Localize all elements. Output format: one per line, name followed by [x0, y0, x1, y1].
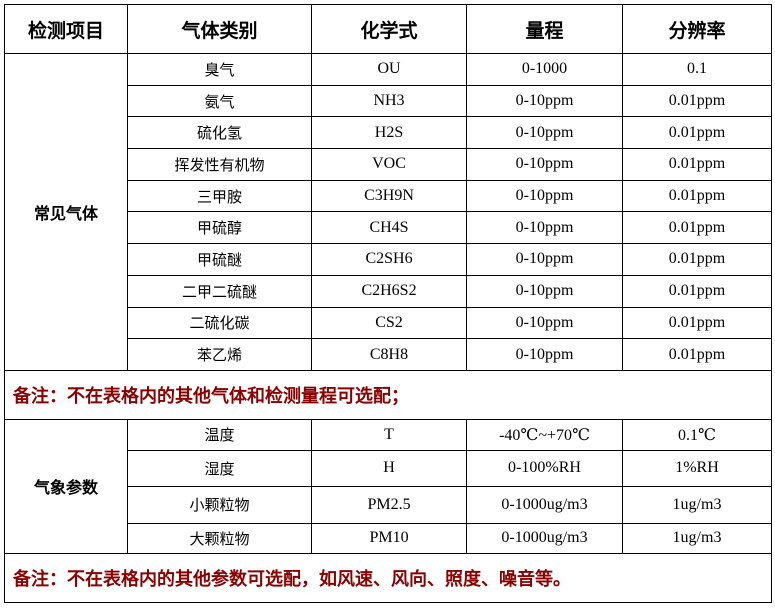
table-row: 大颗粒物 PM10 0-1000ug/m3 1ug/m3	[5, 522, 772, 554]
note-row: 备注：不在表格内的其他气体和检测量程可选配；	[4, 369, 772, 420]
resolution-cell: 1ug/m3	[622, 485, 772, 524]
resolution-cell: 0.01ppm	[622, 243, 772, 276]
resolution-cell: 1ug/m3	[622, 522, 772, 554]
range-cell: 0-10ppm	[466, 338, 623, 371]
range-cell: 0-10ppm	[466, 243, 623, 276]
gas-type-cell: 二硫化碳	[127, 306, 312, 340]
range-cell: 0-10ppm	[466, 179, 623, 213]
spec-table: 检测项目 气体类别 化学式 量程 分辨率 常见气体 臭气 OU 0-1000 0.1 氨气…	[4, 4, 772, 603]
range-cell: 0-10ppm	[466, 306, 623, 340]
category-cell: 常见气体	[4, 53, 128, 371]
resolution-cell: 0.01ppm	[622, 338, 772, 371]
gas-type-cell: 氨气	[127, 84, 312, 118]
formula-cell: C8H8	[311, 338, 467, 371]
range-cell: -40℃~+70℃	[466, 418, 623, 451]
formula-cell: T	[311, 418, 467, 451]
formula-cell: C3H9N	[311, 179, 467, 213]
gas-type-cell: 臭气	[127, 53, 312, 86]
table-row: 气象参数 温度 T -40℃~+70℃ 0.1℃	[4, 418, 772, 554]
formula-cell: CS2	[311, 306, 467, 340]
formula-cell: OU	[311, 53, 467, 86]
formula-cell: PM2.5	[311, 485, 467, 524]
table-row: 甲硫醚 C2SH6 0-10ppm 0.01ppm	[5, 243, 772, 276]
table-row: 小颗粒物 PM2.5 0-1000ug/m3 1ug/m3	[5, 485, 772, 524]
header-cell: 量程	[466, 4, 623, 54]
gas-type-cell: 大颗粒物	[127, 522, 312, 554]
resolution-cell: 0.01ppm	[622, 274, 772, 308]
resolution-cell: 0.01ppm	[622, 84, 772, 118]
formula-cell: C2H6S2	[311, 274, 467, 308]
table-row: 二硫化碳 CS2 0-10ppm 0.01ppm	[5, 306, 772, 340]
resolution-cell: 0.01ppm	[622, 148, 772, 181]
resolution-cell: 0.01ppm	[622, 306, 772, 340]
table-row: 挥发性有机物 VOC 0-10ppm 0.01ppm	[5, 148, 772, 181]
table-row: 常见气体 臭气 OU 0-1000 0.1	[4, 53, 772, 371]
table-row: 氨气 NH3 0-10ppm 0.01ppm	[5, 84, 772, 118]
resolution-cell: 0.01ppm	[622, 116, 772, 150]
header-cell: 分辨率	[622, 4, 772, 54]
formula-cell: C2SH6	[311, 243, 467, 276]
gas-type-cell: 小颗粒物	[127, 485, 312, 524]
gas-type-cell: 甲硫醇	[127, 211, 312, 245]
formula-cell: CH4S	[311, 211, 467, 245]
range-cell: 0-10ppm	[466, 211, 623, 245]
formula-cell: H2S	[311, 116, 467, 150]
formula-cell: NH3	[311, 84, 467, 118]
range-cell: 0-10ppm	[466, 84, 623, 118]
range-cell: 0-1000	[466, 53, 623, 86]
formula-cell: PM10	[311, 522, 467, 554]
header-cell: 气体类别	[127, 4, 312, 54]
gas-type-cell: 温度	[127, 418, 312, 451]
resolution-cell: 0.01ppm	[622, 179, 772, 213]
table-row: 二甲二硫醚 C2H6S2 0-10ppm 0.01ppm	[5, 274, 772, 308]
category-cell: 气象参数	[4, 418, 128, 554]
range-cell: 0-10ppm	[466, 148, 623, 181]
formula-cell: VOC	[311, 148, 467, 181]
range-cell: 0-1000ug/m3	[466, 522, 623, 554]
gas-type-cell: 挥发性有机物	[127, 148, 312, 181]
range-cell: 0-100%RH	[466, 449, 623, 487]
resolution-cell: 0.1℃	[622, 418, 772, 451]
gas-type-cell: 苯乙烯	[127, 338, 312, 371]
range-cell: 0-10ppm	[466, 274, 623, 308]
gas-type-cell: 二甲二硫醚	[127, 274, 312, 308]
formula-cell: H	[311, 449, 467, 487]
table-row: 甲硫醇 CH4S 0-10ppm 0.01ppm	[5, 211, 772, 245]
gas-type-cell: 硫化氢	[127, 116, 312, 150]
note-text: 备注：不在表格内的其他参数可选配，如风速、风向、照度、噪音等。	[4, 552, 772, 603]
range-cell: 0-10ppm	[466, 116, 623, 150]
resolution-cell: 0.1	[622, 53, 772, 86]
table-row: 硫化氢 H2S 0-10ppm 0.01ppm	[5, 116, 772, 150]
note-row: 备注：不在表格内的其他参数可选配，如风速、风向、照度、噪音等。	[4, 552, 772, 603]
header-cell: 化学式	[311, 4, 467, 54]
header-cell: 检测项目	[4, 4, 128, 54]
gas-type-cell: 三甲胺	[127, 179, 312, 213]
gas-type-cell: 湿度	[127, 449, 312, 487]
range-cell: 0-1000ug/m3	[466, 485, 623, 524]
resolution-cell: 1%RH	[622, 449, 772, 487]
resolution-cell: 0.01ppm	[622, 211, 772, 245]
note-text: 备注：不在表格内的其他气体和检测量程可选配；	[4, 369, 772, 420]
table-row: 三甲胺 C3H9N 0-10ppm 0.01ppm	[5, 179, 772, 213]
gas-type-cell: 甲硫醚	[127, 243, 312, 276]
header-row: 检测项目 气体类别 化学式 量程 分辨率	[4, 4, 772, 54]
